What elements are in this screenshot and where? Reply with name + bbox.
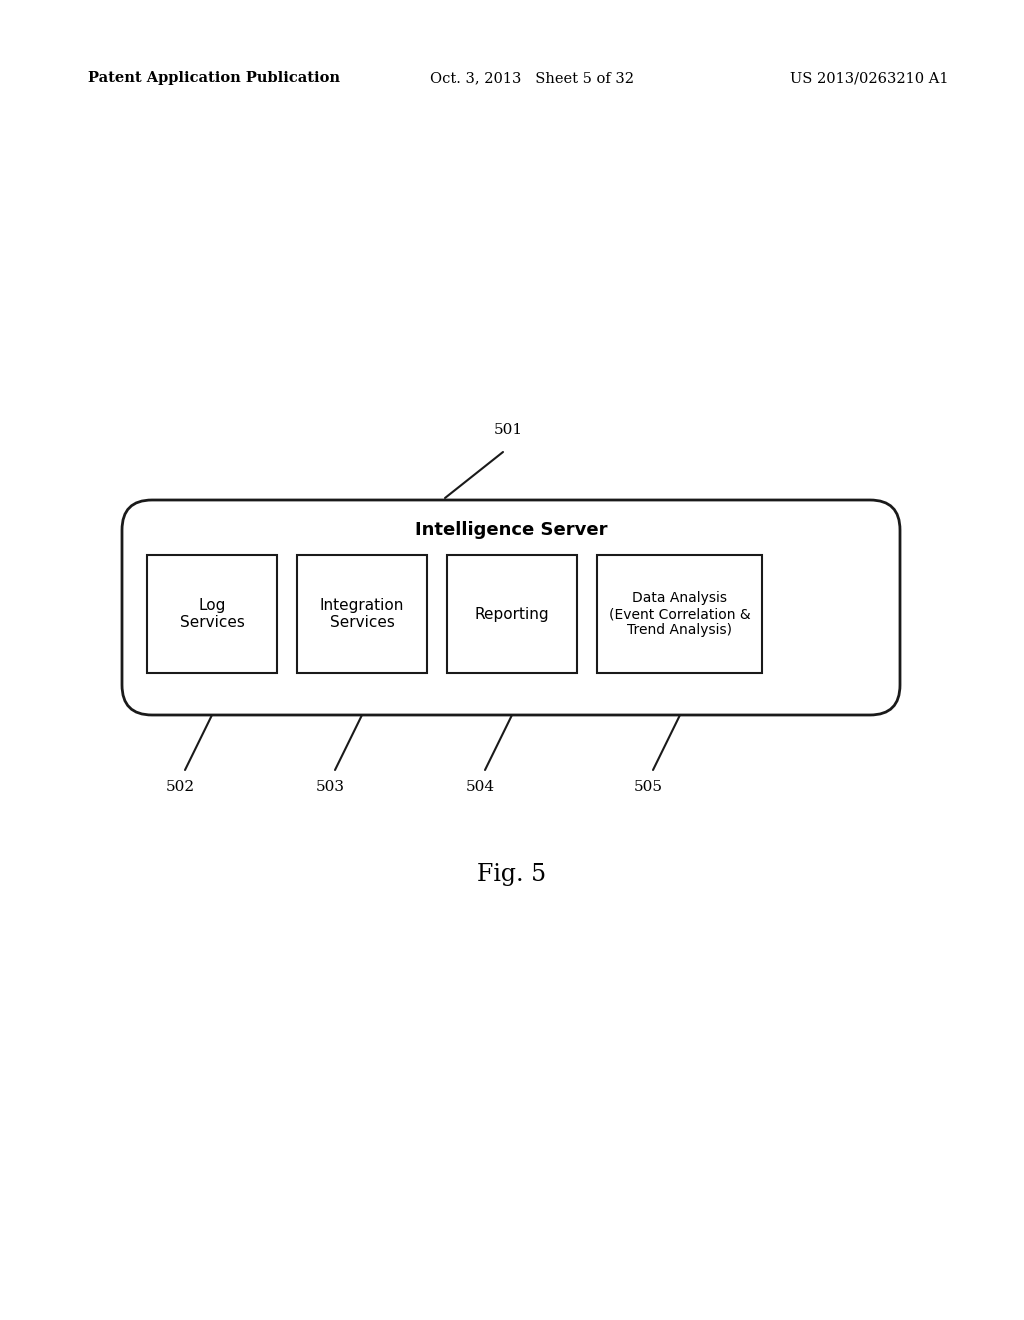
Text: Integration
Services: Integration Services bbox=[319, 598, 404, 630]
Text: Intelligence Server: Intelligence Server bbox=[415, 521, 607, 539]
Text: 502: 502 bbox=[166, 780, 195, 795]
Bar bbox=[447, 554, 577, 673]
FancyBboxPatch shape bbox=[122, 500, 900, 715]
Text: Log
Services: Log Services bbox=[179, 598, 245, 630]
Bar bbox=[147, 554, 278, 673]
Text: US 2013/0263210 A1: US 2013/0263210 A1 bbox=[790, 71, 948, 84]
Bar bbox=[297, 554, 427, 673]
Text: Reporting: Reporting bbox=[475, 606, 549, 622]
Bar bbox=[597, 554, 762, 673]
Text: 503: 503 bbox=[315, 780, 344, 795]
Text: 505: 505 bbox=[634, 780, 663, 795]
Text: 501: 501 bbox=[494, 422, 522, 437]
Text: Patent Application Publication: Patent Application Publication bbox=[88, 71, 340, 84]
Text: Oct. 3, 2013   Sheet 5 of 32: Oct. 3, 2013 Sheet 5 of 32 bbox=[430, 71, 634, 84]
Text: Fig. 5: Fig. 5 bbox=[477, 863, 547, 887]
Text: 504: 504 bbox=[466, 780, 495, 795]
Text: Data Analysis
(Event Correlation &
Trend Analysis): Data Analysis (Event Correlation & Trend… bbox=[608, 591, 751, 638]
